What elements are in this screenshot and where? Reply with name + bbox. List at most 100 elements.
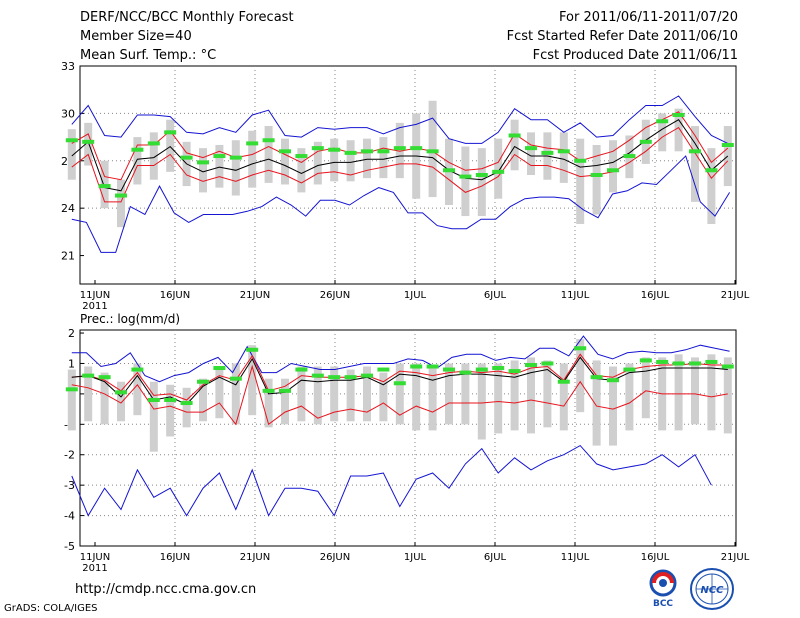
ncc-logo-text: NCC [700,585,724,596]
chart0-spread-box [330,138,339,182]
chart1-observed-marker [541,361,554,366]
chart1-spread-box [641,357,650,419]
chart1-observed-marker [607,378,619,383]
chart1-spread-box [182,387,191,428]
chart0-spread-box [527,132,535,175]
chart0-observed-marker [279,149,291,154]
chart0-y-tick-label: 24 [61,202,75,215]
chart0-x-tick-label: 11JUL [561,290,590,301]
chart0-observed-marker [344,150,357,155]
chart1-observed-marker [689,361,701,366]
chart0-spread-box [510,119,519,171]
chart1-observed-marker [295,367,308,372]
chart0-observed-marker [475,173,488,177]
chart0-y-tick-label: 21 [61,250,75,263]
chart0-spread-box [707,148,716,224]
chart0-y-tick-label: 30 [61,107,75,120]
chart1-spread-box [691,357,699,425]
chart1-observed-marker [557,379,570,384]
chart0-series-max_upper [71,95,729,144]
chart0-observed-marker [164,130,177,135]
chart1-series-min [71,444,712,517]
chart1-spread-box [559,363,568,431]
chart1-spread-box [674,354,683,431]
chart0-observed-marker [443,168,455,173]
chart0-spread-box [313,141,322,185]
chart0-observed-marker [65,138,78,143]
source-url[interactable]: http://cmdp.ncc.cma.gov.cn [75,582,257,597]
chart0-observed-marker [639,139,652,144]
chart0-x-tick-label: 1JUL [404,290,427,301]
chart1-spread-box [477,363,486,440]
grads-credit: GrADS: COLA/IGES [4,603,98,614]
chart1-observed-marker [65,387,78,392]
chart1-x-tick-label: 26JUN [320,552,350,563]
chart0-spread-box [609,140,617,193]
chart1-spread-box [609,366,617,446]
chart0-spread-box [395,122,404,179]
chart0-spread-box [461,146,470,217]
chart1-spread-box [510,360,519,431]
chart1-spread-box [281,378,289,425]
chart1-observed-marker [180,401,193,406]
ncc-logo: NCC [690,568,734,610]
chart0-x-year-label: 2011 [82,301,107,310]
chart0-observed-marker [393,146,406,151]
chart1-spread-box [346,369,355,422]
chart0-spread-box [149,132,158,180]
chart1-spread-box [707,354,716,431]
chart0-spread-box [592,144,601,215]
chart0-observed-marker [607,168,619,173]
chart1-x-tick-label: 1JUL [404,552,427,563]
chart0-spread-box [428,100,437,198]
chart1-spread-box [231,363,240,425]
chart1-observed-marker [246,347,259,352]
chart1-observed-marker [475,367,488,372]
chart0-observed-marker [328,147,341,152]
chart1-spread-box [297,366,306,422]
chart1-spread-box [100,372,109,425]
chart0-series-spread_high [71,111,729,181]
chart1-observed-marker [672,361,685,366]
chart1-observed-marker [115,390,127,395]
chart1-spread-box [395,363,404,425]
fcst-started-date: Fcst Started Refer Date 2011/06/10 [506,29,738,44]
chart0-frame [79,65,737,285]
chart0-spread-box [215,144,224,188]
chart0-spread-box [231,140,240,196]
chart0-x-tick-label: 26JUN [320,290,350,301]
chart0-observed-marker [361,149,373,154]
chart1-observed-marker [262,388,275,393]
chart0-observed-marker [672,112,685,117]
chart0-spread-box [297,148,306,193]
chart0-observed-marker [213,154,226,159]
fcst-produced-date: Fcst Produced Date 2011/06/11 [532,48,738,63]
chart1-spread-box [264,378,273,428]
chart1-spread-box [576,339,585,413]
chart0-observed-marker [180,155,193,160]
chart1-spread-box [166,384,175,437]
chart0-x-tick-label: 16JUN [160,290,190,301]
chart0-spread-box [691,126,699,202]
chart1-spread-box [248,345,257,416]
chart0-observed-marker [426,149,439,154]
chart0-x-tick-label: 21JUN [240,290,270,301]
chart1-observed-marker [229,376,242,381]
chart1-spread-box [133,363,142,416]
chart1-series-spread_high [71,353,728,401]
chart1-spread-box [67,369,76,431]
chart0-spread-box [117,179,125,228]
chart0-observed-marker [590,173,603,177]
chart0-spread-box [674,108,683,152]
chart0-observed-marker [197,160,209,165]
chart1-spread-box [117,381,125,422]
temperature-chart: 212427303311JUN16JUN21JUN26JUN1JUL6JUL11… [61,60,750,310]
chart1-x-tick-label: 21JUL [721,552,750,563]
chart0-observed-marker [311,146,324,151]
chart1-spread-box [215,369,224,419]
chart1-observed-marker [377,367,390,372]
chart1-observed-marker [393,381,406,386]
chart1-y-tick-label: 2 [68,327,75,340]
chart1-x-tick-label: 11JUL [561,552,590,563]
chart0-observed-marker [147,141,160,146]
